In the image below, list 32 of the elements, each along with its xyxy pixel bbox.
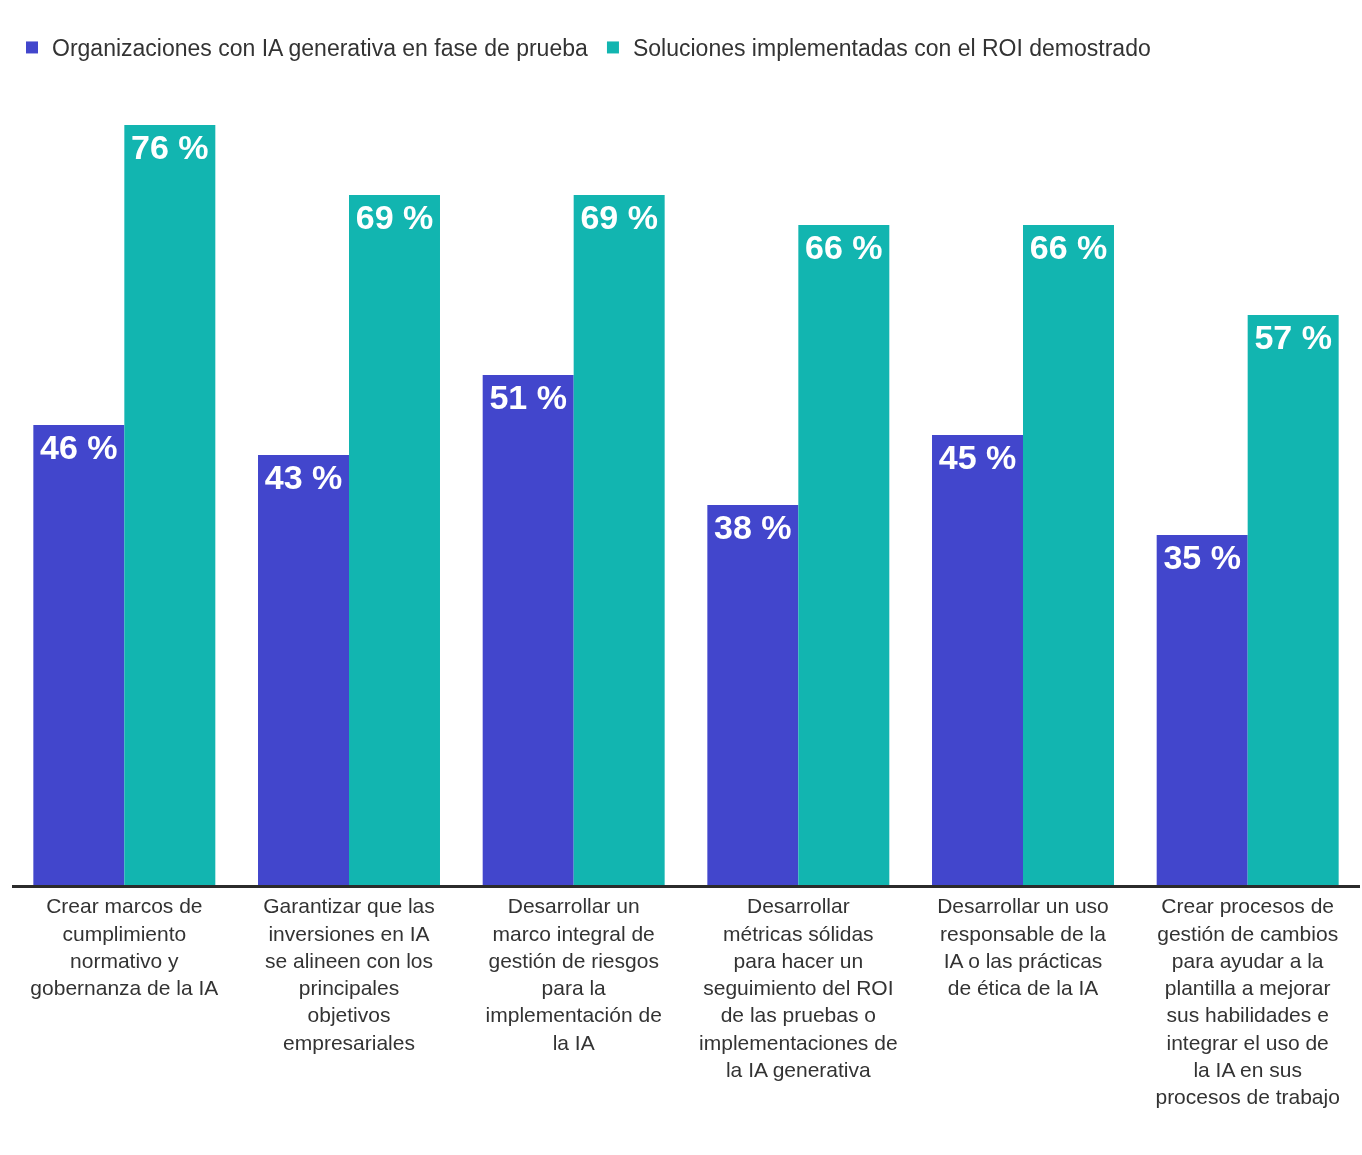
bar: [258, 455, 349, 885]
bar: [124, 125, 216, 885]
bar: [33, 425, 125, 885]
bar: [482, 375, 574, 885]
data-label: 35 %: [1163, 538, 1241, 576]
x-tick-label: Garantizar que las inversiones en IA se alineen con los principales objetivos empresariales: [263, 894, 435, 1054]
bar: [1023, 225, 1114, 885]
x-tick-label: Crear marcos de cumplimiento normativo y gobernanza de la IA: [30, 894, 219, 1000]
x-tick-label: Desarrollar un uso responsable de la IA o las prácticas de ética de la IA: [937, 894, 1109, 1000]
data-label: 43 %: [264, 458, 343, 496]
legend-label: Soluciones implementadas con el ROI demostrado: [632, 35, 1151, 62]
bar: [1156, 535, 1248, 885]
bar: [349, 195, 440, 885]
data-label: 69 %: [580, 198, 658, 236]
data-label: 57 %: [1254, 318, 1332, 356]
bar: [798, 225, 890, 885]
data-label: 51 %: [489, 378, 567, 416]
bar: [1247, 315, 1339, 885]
data-label: 45 %: [938, 438, 1017, 476]
bar: [932, 435, 1023, 885]
data-label: 38 %: [714, 508, 792, 546]
legend-label: Organizaciones con IA generativa en fase de prueba: [52, 35, 588, 62]
bar: [707, 505, 799, 885]
x-tick-label: Crear procesos de gestión de cambios para ayudar a la plantilla a mejorar sus habilidades e integrar el uso de la IA en sus procesos de trabajo: [1155, 894, 1340, 1109]
x-tick-label: Desarrollar un marco integral de gestión de riesgos para la implementación de la IA: [485, 894, 662, 1054]
data-label: 66 %: [1029, 228, 1108, 266]
data-label: 66 %: [805, 228, 883, 266]
data-label: 76 %: [131, 128, 209, 166]
data-label: 69 %: [355, 198, 434, 236]
bar: [573, 195, 665, 885]
x-tick-label: Desarrollar métricas sólidas para hacer un seguimiento del ROI de las pruebas o implementaciones de la IA generativa: [699, 894, 898, 1081]
data-label: 46 %: [40, 428, 118, 466]
